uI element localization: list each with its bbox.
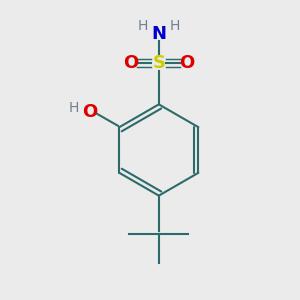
Text: O: O bbox=[82, 103, 98, 122]
Text: H: H bbox=[68, 101, 79, 115]
Text: S: S bbox=[152, 54, 165, 72]
Text: N: N bbox=[151, 25, 166, 43]
Text: O: O bbox=[179, 54, 194, 72]
Text: O: O bbox=[123, 54, 139, 72]
Text: H: H bbox=[170, 19, 180, 33]
Text: H: H bbox=[137, 19, 148, 33]
